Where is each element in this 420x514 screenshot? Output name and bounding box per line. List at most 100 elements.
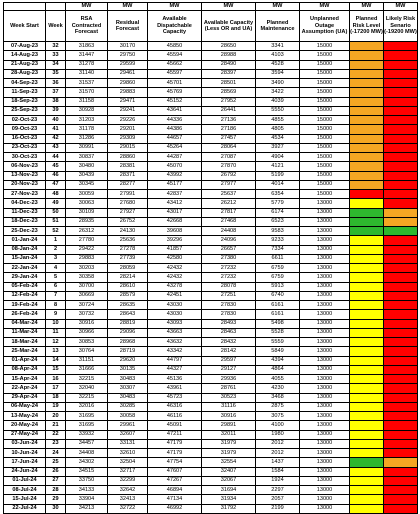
unplanned-outage-cell: 15000 bbox=[299, 68, 350, 80]
planned-maintenance-cell: 2057 bbox=[255, 494, 300, 505]
available-capacity-cell: 24096 bbox=[201, 235, 256, 246]
week-start-cell: 13-Nov-23 bbox=[3, 170, 46, 181]
planned-risk-cell bbox=[349, 170, 384, 181]
available-dispatchable-capacity-cell: 45070 bbox=[147, 161, 202, 172]
planned-risk-cell bbox=[349, 216, 384, 228]
likely-risk-cell bbox=[383, 281, 418, 292]
available-dispatchable-capacity-cell: 43641 bbox=[147, 105, 202, 117]
planned-risk-cell bbox=[349, 198, 384, 209]
available-capacity-cell: 32067 bbox=[201, 475, 256, 487]
residual-forecast-cell: 30135 bbox=[107, 364, 148, 376]
planned-risk-cell bbox=[349, 392, 384, 403]
rsa-contracted-forecast-cell: 34457 bbox=[65, 438, 108, 450]
week-number-cell: 4 bbox=[45, 262, 66, 274]
planned-risk-cell bbox=[349, 299, 384, 311]
unplanned-outage-cell: 13000 bbox=[299, 392, 350, 403]
table-row: 08-Apr-24 15 31666 30135 44327 29127 4864 13000 bbox=[3, 364, 418, 376]
week-number-cell: 25 bbox=[45, 457, 66, 468]
week-start-cell: 11-Dec-23 bbox=[3, 207, 46, 218]
planned-risk-cell bbox=[349, 179, 384, 191]
available-dispatchable-capacity-cell: 42580 bbox=[147, 253, 202, 265]
week-start-cell: 08-Apr-24 bbox=[3, 364, 46, 376]
rsa-contracted-forecast-cell: 32040 bbox=[65, 383, 108, 394]
planned-risk-cell bbox=[349, 151, 384, 163]
week-start-cell: 18-Mar-24 bbox=[3, 336, 46, 348]
available-capacity-cell: 27870 bbox=[201, 161, 256, 172]
available-dispatchable-capacity-cell: 43030 bbox=[147, 299, 202, 311]
residual-forecast-cell: 30170 bbox=[107, 40, 148, 52]
unplanned-outage-cell: 13000 bbox=[299, 346, 350, 357]
available-dispatchable-capacity-cell: 43632 bbox=[147, 336, 202, 348]
rsa-contracted-forecast-cell: 30700 bbox=[65, 281, 108, 292]
table-row: 01-Apr-24 14 31151 29620 44797 29597 4394 13000 bbox=[3, 355, 418, 366]
unplanned-outage-cell: 13000 bbox=[299, 244, 350, 255]
rsa-contracted-forecast-cell: 33750 bbox=[65, 475, 108, 487]
week-number-cell: 3 bbox=[45, 253, 66, 265]
rsa-contracted-forecast-cell: 30063 bbox=[65, 198, 108, 209]
residual-forecast-cell: 29883 bbox=[107, 87, 148, 98]
planned-maintenance-cell: 4528 bbox=[255, 59, 300, 70]
likely-risk-cell bbox=[383, 290, 418, 302]
residual-forecast-cell: 29599 bbox=[107, 59, 148, 70]
likely-risk-cell bbox=[383, 401, 418, 413]
residual-forecast-cell: 29226 bbox=[107, 114, 148, 126]
residual-forecast-cell: 32610 bbox=[107, 447, 148, 459]
likely-risk-cell bbox=[383, 373, 418, 385]
table-row: 18-Dec-23 51 28935 26752 42668 27468 6523 13000 bbox=[3, 216, 418, 228]
unplanned-outage-cell: 13000 bbox=[299, 475, 350, 487]
residual-forecast-cell: 27739 bbox=[107, 253, 148, 265]
planned-risk-cell bbox=[349, 262, 384, 274]
planned-risk-cell bbox=[349, 355, 384, 366]
week-number-cell: 38 bbox=[45, 96, 66, 107]
residual-forecast-cell: 29961 bbox=[107, 420, 148, 431]
header-week: Week bbox=[45, 10, 66, 42]
week-start-cell: 01-Apr-24 bbox=[3, 355, 46, 366]
table-row: 24-Jun-24 26 34515 32717 47607 32407 1584 13000 bbox=[3, 466, 418, 477]
available-dispatchable-capacity-cell: 43412 bbox=[147, 198, 202, 209]
rsa-contracted-forecast-cell: 30991 bbox=[65, 142, 108, 154]
residual-forecast-cell: 28381 bbox=[107, 161, 148, 172]
rsa-contracted-forecast-cell: 31278 bbox=[65, 59, 108, 70]
unplanned-outage-cell: 15000 bbox=[299, 179, 350, 191]
available-capacity-cell: 28064 bbox=[201, 142, 256, 154]
planned-risk-cell bbox=[349, 503, 384, 514]
rsa-contracted-forecast-cell: 33904 bbox=[65, 494, 108, 505]
header-units-row: MW MW MW MW MW MW MW MW bbox=[3, 2, 418, 11]
planned-maintenance-cell: 4904 bbox=[255, 151, 300, 163]
likely-risk-cell bbox=[383, 420, 418, 431]
planned-maintenance-cell: 5849 bbox=[255, 346, 300, 357]
planned-risk-cell bbox=[349, 484, 384, 496]
available-dispatchable-capacity-cell: 42432 bbox=[147, 272, 202, 283]
rsa-contracted-forecast-cell: 33932 bbox=[65, 429, 108, 440]
week-start-cell: 14-Aug-23 bbox=[3, 50, 46, 61]
unplanned-outage-cell: 13000 bbox=[299, 272, 350, 283]
planned-risk-cell bbox=[349, 438, 384, 450]
table-row: 27-May-24 22 33932 32607 47211 32011 1980 13000 bbox=[3, 429, 418, 440]
available-capacity-cell: 27830 bbox=[201, 309, 256, 320]
planned-maintenance-cell: 4864 bbox=[255, 364, 300, 376]
residual-forecast-cell: 27927 bbox=[107, 207, 148, 218]
week-start-cell: 10-Jun-24 bbox=[3, 447, 46, 459]
week-number-cell: 43 bbox=[45, 142, 66, 154]
unplanned-outage-cell: 15000 bbox=[299, 170, 350, 181]
planned-maintenance-cell: 3468 bbox=[255, 392, 300, 403]
residual-forecast-cell: 32413 bbox=[107, 494, 148, 505]
available-dispatchable-capacity-cell: 42837 bbox=[147, 188, 202, 200]
planned-maintenance-cell: 4014 bbox=[255, 179, 300, 191]
planned-maintenance-cell: 6611 bbox=[255, 253, 300, 265]
likely-risk-cell bbox=[383, 87, 418, 98]
likely-risk-cell bbox=[383, 466, 418, 477]
likely-risk-cell bbox=[383, 105, 418, 117]
week-start-cell: 15-Apr-24 bbox=[3, 373, 46, 385]
residual-forecast-cell: 29750 bbox=[107, 50, 148, 61]
likely-risk-cell bbox=[383, 503, 418, 514]
week-number-cell: 1 bbox=[45, 235, 66, 246]
rsa-contracted-forecast-cell: 31447 bbox=[65, 50, 108, 61]
table-row: 04-Mar-24 10 30916 28819 43093 28493 5498 13000 bbox=[3, 318, 418, 329]
residual-forecast-cell: 30058 bbox=[107, 410, 148, 422]
table-row: 10-Jun-24 24 34408 32610 47179 31979 2012 13000 bbox=[3, 447, 418, 459]
header-unit-cell bbox=[45, 2, 66, 11]
planned-maintenance-cell: 6740 bbox=[255, 290, 300, 302]
residual-forecast-cell: 28860 bbox=[107, 151, 148, 163]
residual-forecast-cell: 28968 bbox=[107, 336, 148, 348]
